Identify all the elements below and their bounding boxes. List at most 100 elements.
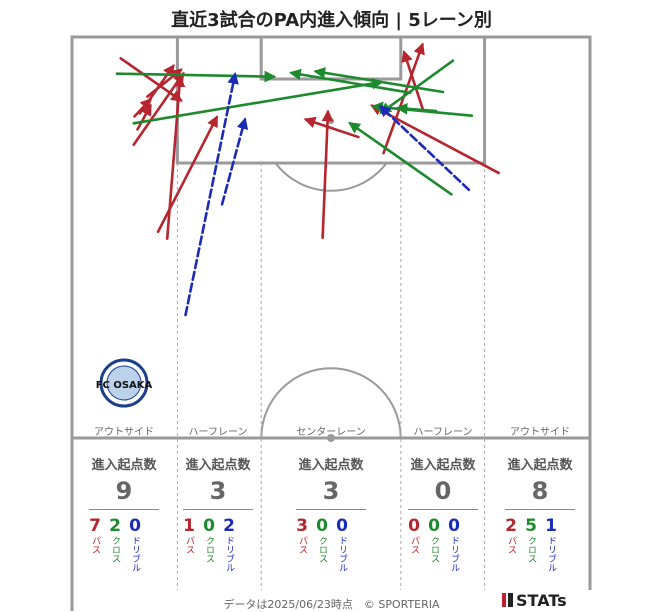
lane-5-cross-value: 5 bbox=[525, 516, 537, 536]
brand-mark-icon-2 bbox=[508, 593, 513, 607]
penalty-box bbox=[175, 35, 487, 165]
lane-5-cross: 5 クロス bbox=[521, 516, 541, 563]
lane-label-1: アウトサイド bbox=[94, 427, 154, 438]
arrow-pass-1 bbox=[382, 42, 425, 155]
lane-1-dribble: 0 ドリブル bbox=[125, 516, 145, 572]
lane-divider-line-4 bbox=[408, 509, 478, 510]
lane-2-cross: 0 クロス bbox=[199, 516, 219, 563]
lane-divider-line-3 bbox=[296, 509, 366, 510]
lane-header-1: 進入起点数 bbox=[91, 458, 157, 473]
center-spot bbox=[327, 434, 335, 442]
lane-total-2: 3 bbox=[209, 477, 227, 505]
lane-divider-line-5 bbox=[505, 509, 575, 510]
lane-label-5: アウトサイド bbox=[510, 427, 570, 438]
lane-5-pass-value: 2 bbox=[505, 516, 517, 536]
lane-3-cross: 0 クロス bbox=[312, 516, 332, 563]
lane-4-dribble: 0 ドリブル bbox=[444, 516, 464, 572]
lane-header-5: 進入起点数 bbox=[507, 458, 573, 473]
lane-1-dribble-value: 0 bbox=[129, 516, 141, 536]
lane-label-3: センターレーン bbox=[296, 427, 366, 438]
arrow-cross-20 bbox=[379, 59, 455, 114]
lane-5-dribble: 1 ドリブル bbox=[541, 516, 561, 572]
lane-2-cross-value: 0 bbox=[203, 516, 215, 536]
brand-mark-icon bbox=[502, 593, 506, 607]
lane-total-5: 8 bbox=[531, 477, 549, 505]
lane-4-cross-value: 0 bbox=[428, 516, 440, 536]
arrow-dribble-22 bbox=[184, 72, 239, 317]
arrow-pass-7 bbox=[156, 115, 219, 234]
lane-divider-line-2 bbox=[183, 509, 253, 510]
lane-3-dribble: 0 ドリブル bbox=[332, 516, 352, 572]
lane-total-1: 9 bbox=[115, 477, 133, 505]
lane-2-pass-label: パス bbox=[184, 536, 194, 554]
lane-4-cross-label: クロス bbox=[429, 536, 439, 563]
brand-logo: STATs bbox=[502, 591, 567, 610]
arrow-pass-9 bbox=[119, 57, 183, 102]
lane-2-dribble: 2 ドリブル bbox=[219, 516, 239, 572]
arrow-pass-3 bbox=[370, 104, 500, 175]
lane-5-dribble-value: 1 bbox=[545, 516, 557, 536]
team-logo-icon: FC OSAKA bbox=[96, 358, 153, 408]
lane-1-cross-value: 2 bbox=[109, 516, 121, 536]
arrow-cross-21 bbox=[348, 121, 453, 196]
lane-total-4: 0 bbox=[434, 477, 452, 505]
lane-1-cross: 2 クロス bbox=[105, 516, 125, 563]
penalty-arc bbox=[274, 162, 388, 192]
arrow-pass-2 bbox=[401, 50, 425, 112]
lane-header-2: 進入起点数 bbox=[185, 458, 251, 473]
lane-header-4: 進入起点数 bbox=[410, 458, 476, 473]
arrow-cross-19 bbox=[395, 102, 438, 115]
lane-2-dribble-value: 2 bbox=[223, 516, 235, 536]
lane-2-cross-label: クロス bbox=[204, 536, 214, 563]
lane-1-pass-label: パス bbox=[90, 536, 100, 554]
lane-header-3: 進入起点数 bbox=[298, 458, 364, 473]
arrow-cross-15 bbox=[132, 77, 384, 125]
arrow-pass-4 bbox=[303, 116, 360, 139]
lane-label-2: ハーフレーン bbox=[188, 427, 248, 438]
lane-1-pass-value: 7 bbox=[89, 516, 101, 536]
lane-1-pass: 7 パス bbox=[85, 516, 105, 554]
lane-3-pass-label: パス bbox=[297, 536, 307, 554]
arrow-pass-5 bbox=[321, 109, 334, 240]
lane-3-pass-value: 3 bbox=[296, 516, 308, 536]
lane-3-dribble-value: 0 bbox=[336, 516, 348, 536]
arrow-cross-16 bbox=[313, 67, 445, 94]
brand-text: STATs bbox=[516, 591, 567, 610]
arrow-dribble-23 bbox=[220, 117, 249, 206]
lane-5-pass-label: パス bbox=[506, 536, 516, 554]
lane-4-pass-value: 0 bbox=[408, 516, 420, 536]
lane-3-pass: 3 パス bbox=[292, 516, 312, 554]
lane-divider-line-1 bbox=[89, 509, 159, 510]
lane-4-dribble-label: ドリブル bbox=[449, 536, 459, 572]
lane-3-cross-label: クロス bbox=[317, 536, 327, 563]
lane-5-cross-label: クロス bbox=[526, 536, 536, 563]
arrow-pass-13 bbox=[136, 103, 152, 131]
chart-title: 直近3試合のPA内進入傾向 | 5レーン別 bbox=[171, 10, 492, 31]
lane-1-cross-label: クロス bbox=[110, 536, 120, 563]
arrow-pass-8 bbox=[132, 71, 185, 146]
lane-3-dribble-label: ドリブル bbox=[337, 536, 347, 572]
team-logo-core bbox=[106, 365, 142, 401]
lane-4-pass: 0 パス bbox=[404, 516, 424, 554]
footer-note: データは2025/06/23時点 © SPORTERIA bbox=[223, 598, 440, 611]
lane-5-pass: 2 パス bbox=[501, 516, 521, 554]
arrow-cross-14 bbox=[115, 70, 277, 83]
arrow-layer bbox=[115, 42, 500, 317]
lane-2-pass-value: 1 bbox=[183, 516, 195, 536]
arrow-dribble-24 bbox=[378, 104, 471, 192]
lane-1-dribble-label: ドリブル bbox=[130, 536, 140, 572]
lane-label-4: ハーフレーン bbox=[413, 427, 473, 438]
pitch-lines: FC OSAKA bbox=[70, 35, 592, 611]
lane-5-dribble-label: ドリブル bbox=[546, 536, 556, 572]
lane-2-pass: 1 パス bbox=[179, 516, 199, 554]
lane-2-dribble-label: ドリブル bbox=[224, 536, 234, 572]
lane-3-cross-value: 0 bbox=[316, 516, 328, 536]
center-circle bbox=[260, 367, 402, 439]
arrow-cross-17 bbox=[289, 68, 412, 95]
lane-4-dribble-value: 0 bbox=[448, 516, 460, 536]
team-logo-text: FC OSAKA bbox=[96, 380, 153, 391]
lane-4-cross: 0 クロス bbox=[424, 516, 444, 563]
lane-4-pass-label: パス bbox=[409, 536, 419, 554]
lane-total-3: 3 bbox=[322, 477, 340, 505]
